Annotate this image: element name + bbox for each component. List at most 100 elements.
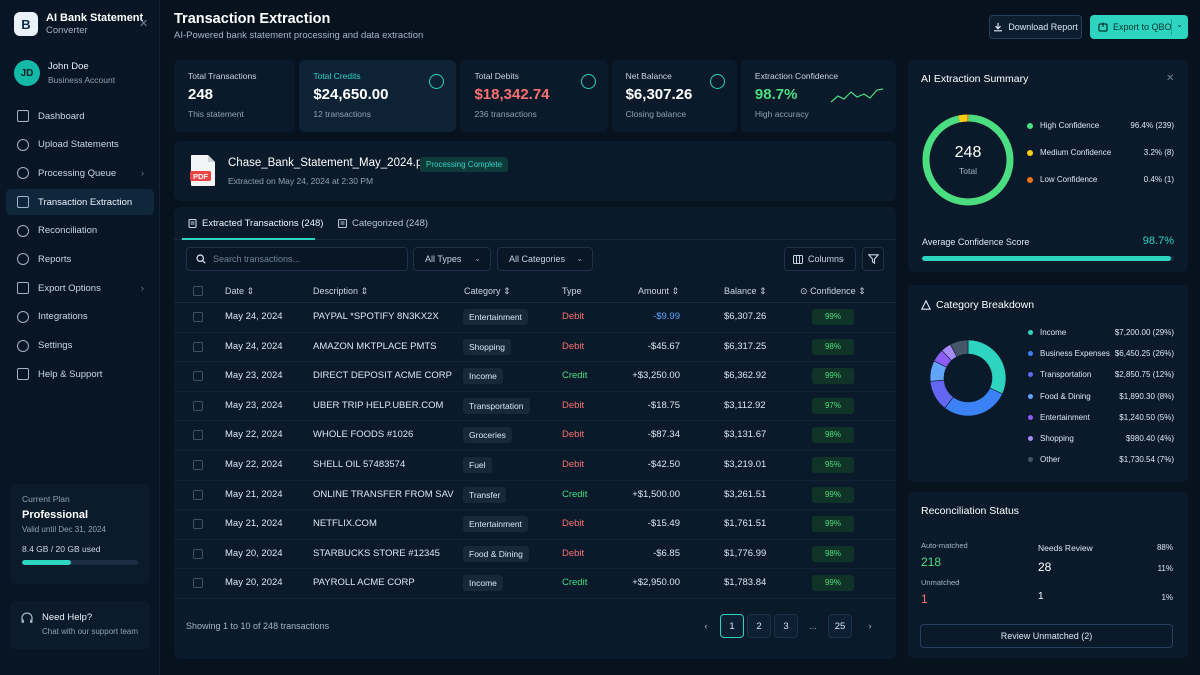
- row-checkbox[interactable]: [193, 578, 203, 589]
- sidebar-item-reports[interactable]: Reports: [6, 246, 154, 272]
- type-filter-select[interactable]: All Types ⌄: [413, 247, 491, 271]
- confidence-ring-chart: [922, 114, 1014, 206]
- plan-usage-fill: [22, 560, 71, 565]
- needs-review-value: 28: [1038, 560, 1052, 574]
- category-pill[interactable]: Fuel: [463, 457, 492, 473]
- page-button-1[interactable]: 1: [720, 614, 744, 638]
- review-unmatched-button[interactable]: Review Unmatched (2): [920, 624, 1173, 648]
- page-button-25[interactable]: 25: [828, 614, 852, 638]
- filter-button[interactable]: [862, 247, 884, 271]
- table-row[interactable]: May 22, 2024 SHELL OIL 57483574 Fuel Debit -…: [174, 451, 896, 481]
- legend-value: $980.40 (4%): [1125, 434, 1174, 443]
- sidebar-item-help-support[interactable]: Help & Support: [6, 361, 154, 387]
- page-button-3[interactable]: 3: [774, 614, 798, 638]
- tab-extracted[interactable]: Extracted Transactions (248): [188, 218, 323, 229]
- category-legend-item: Shopping: [1028, 434, 1074, 443]
- col-date-label: Date: [225, 286, 245, 296]
- chevron-right-icon: ›: [141, 283, 144, 294]
- search-input[interactable]: Search transactions...: [186, 247, 408, 271]
- tab-categorized[interactable]: Categorized (248): [338, 218, 428, 229]
- sidebar-item-processing-queue[interactable]: Processing Queue ›: [6, 160, 154, 186]
- row-date: May 24, 2024: [225, 311, 283, 322]
- table-row[interactable]: May 24, 2024 AMAZON MKTPLACE PMTS Shopping…: [174, 333, 896, 363]
- confidence-pill: 99%: [812, 486, 854, 503]
- table-row[interactable]: May 20, 2024 PAYROLL ACME CORP Income Credi…: [174, 569, 896, 599]
- next-page-button[interactable]: ›: [868, 620, 872, 632]
- pct-auto-matched: 88%: [1156, 543, 1173, 552]
- sidebar-item-upload-statements[interactable]: Upload Statements: [6, 132, 154, 158]
- col-confidence[interactable]: ⊙ Confidence ⇕: [800, 286, 866, 297]
- file-name: Chase_Bank_Statement_May_2024.pdf: [228, 157, 432, 169]
- select-all-checkbox[interactable]: [193, 286, 203, 296]
- summary-total: 248: [954, 144, 982, 161]
- table-row[interactable]: May 20, 2024 STARBUCKS STORE #12345 Food &…: [174, 540, 896, 570]
- close-sidebar-icon[interactable]: ✕: [139, 18, 149, 30]
- close-icon[interactable]: ✕: [1166, 73, 1175, 84]
- user-role: Business Account: [48, 75, 116, 85]
- category-pill[interactable]: Income: [463, 575, 503, 592]
- chevron-down-icon: ⌄: [474, 254, 481, 263]
- sidebar-item-reconciliation[interactable]: Reconciliation: [6, 218, 154, 244]
- col-description[interactable]: Description ⇕: [313, 286, 368, 297]
- export-qbo-button[interactable]: Export to QBO ⌄: [1090, 15, 1188, 39]
- table-row[interactable]: May 23, 2024 UBER TRIP HELP.UBER.COM Trans…: [174, 392, 896, 422]
- sidebar-item-settings[interactable]: Settings: [6, 333, 154, 359]
- category-filter-select[interactable]: All Categories ⌄: [497, 247, 593, 271]
- prev-page-button[interactable]: ‹: [704, 620, 708, 632]
- row-checkbox[interactable]: [193, 460, 203, 470]
- row-checkbox[interactable]: [193, 489, 203, 500]
- row-type: Debit: [562, 518, 585, 530]
- row-checkbox[interactable]: [193, 519, 203, 530]
- col-amount[interactable]: Amount ⇕: [638, 286, 679, 297]
- row-checkbox[interactable]: [193, 371, 203, 382]
- category-pill[interactable]: Income: [463, 368, 503, 385]
- category-pill[interactable]: Food & Dining: [463, 545, 529, 562]
- page-button-2[interactable]: 2: [747, 614, 771, 638]
- pdf-icon-label: PDF: [193, 172, 208, 181]
- category-pill[interactable]: Entertainment: [463, 309, 528, 325]
- chevron-down-icon[interactable]: ⌄: [1176, 20, 1183, 29]
- stat-card-extraction-confidence: Extraction Confidence 98.7% High accuracy: [740, 60, 897, 132]
- row-checkbox[interactable]: [193, 430, 203, 441]
- stat-sub: This statement: [188, 109, 244, 119]
- stat-label: Total Transactions: [188, 71, 257, 81]
- row-checkbox[interactable]: [193, 312, 203, 322]
- user-profile[interactable]: JD John Doe Business Account: [14, 60, 115, 86]
- col-type[interactable]: Type: [562, 286, 582, 296]
- table-row[interactable]: May 23, 2024 DIRECT DEPOSIT ACME CORP Inco…: [174, 362, 896, 392]
- headset-icon: [21, 612, 33, 623]
- row-checkbox[interactable]: [193, 548, 203, 559]
- col-balance[interactable]: Balance ⇕: [724, 286, 767, 297]
- legend-dot: [1027, 176, 1033, 183]
- sidebar-item-transaction-extraction[interactable]: Transaction Extraction: [6, 189, 154, 216]
- category-pill[interactable]: Groceries: [463, 427, 512, 444]
- row-type: Debit: [562, 399, 585, 411]
- download-report-button[interactable]: Download Report: [989, 15, 1082, 39]
- help-card[interactable]: Need Help? Chat with our support team: [10, 601, 150, 649]
- row-description: UBER TRIP HELP.UBER.COM: [313, 399, 444, 411]
- category-pill[interactable]: Shopping: [463, 338, 511, 355]
- table-row[interactable]: May 24, 2024 PAYPAL *SPOTIFY 8N3KX2X Enter…: [174, 303, 896, 333]
- row-description: SHELL OIL 57483574: [313, 459, 406, 470]
- row-checkbox[interactable]: [193, 341, 203, 352]
- stat-card-net-balance: Net Balance $6,307.26 Closing balance: [611, 60, 737, 132]
- legend-value: $1,240.50 (5%): [1119, 412, 1174, 422]
- col-category[interactable]: Category ⇕: [464, 286, 511, 297]
- category-pill[interactable]: Entertainment: [463, 516, 528, 533]
- sidebar-item-dashboard[interactable]: Dashboard: [6, 103, 154, 129]
- auto-matched-value: 218: [921, 555, 942, 569]
- row-description: PAYPAL *SPOTIFY 8N3KX2X: [313, 311, 439, 322]
- sidebar-item-integrations[interactable]: Integrations: [6, 304, 154, 330]
- stat-label: Total Debits: [474, 71, 519, 81]
- sidebar-item-export-options[interactable]: Export Options ›: [6, 275, 154, 301]
- columns-button[interactable]: Columns ⌄: [784, 247, 856, 271]
- table-row[interactable]: May 21, 2024 NETFLIX.COM Entertainment Debi…: [174, 510, 896, 540]
- category-pill[interactable]: Transportation: [463, 397, 530, 414]
- category-pill[interactable]: Transfer: [463, 486, 507, 503]
- col-date[interactable]: Date ⇕: [225, 286, 254, 297]
- table-row[interactable]: May 21, 2024 ONLINE TRANSFER FROM SAV Tran…: [174, 481, 896, 511]
- stat-sub: 236 transactions: [474, 109, 537, 119]
- table-row[interactable]: May 22, 2024 WHOLE FOODS #1026 Groceries De…: [174, 421, 896, 451]
- row-checkbox[interactable]: [193, 400, 203, 411]
- legend-value: 96.4% (239): [1130, 121, 1174, 130]
